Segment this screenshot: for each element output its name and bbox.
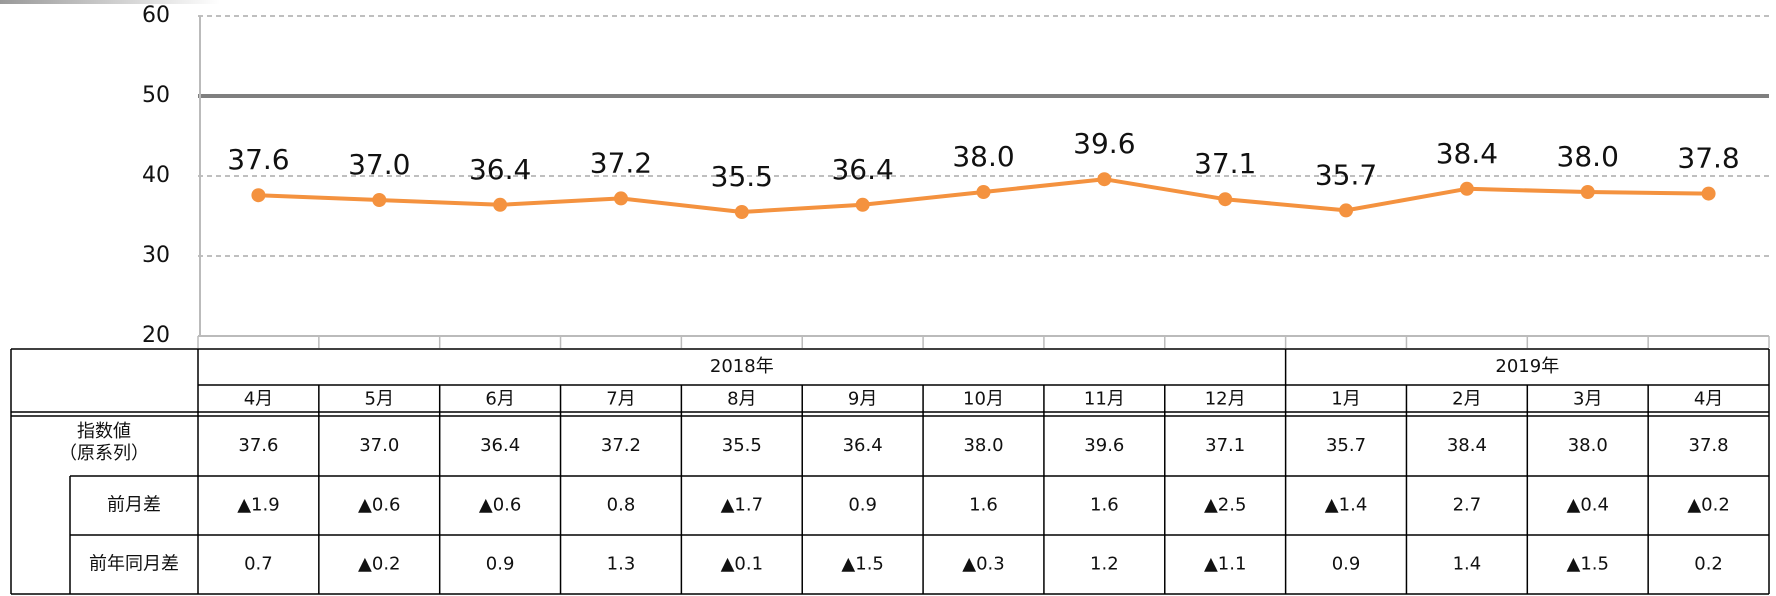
month-header: 4月 xyxy=(1694,389,1723,410)
month-header: 1月 xyxy=(1331,389,1360,410)
table-cell: ▲1.4 xyxy=(1325,495,1367,516)
point xyxy=(1701,186,1716,201)
table-cell: 37.6 xyxy=(238,435,278,456)
data-label: 39.6 xyxy=(1073,127,1135,160)
table-cell: ▲1.9 xyxy=(237,495,279,516)
point xyxy=(855,197,870,212)
data-label: 38.4 xyxy=(1436,137,1498,170)
table-cell: 38.0 xyxy=(1568,435,1608,456)
month-header: 10月 xyxy=(963,389,1004,410)
table-cell: 35.5 xyxy=(722,435,762,456)
data-label: 37.0 xyxy=(348,148,410,181)
point xyxy=(372,193,387,207)
y-tick-label: 50 xyxy=(142,83,170,108)
data-label: 37.1 xyxy=(1194,147,1256,180)
table-cell: 2.7 xyxy=(1453,495,1482,516)
table-cell: 36.4 xyxy=(843,435,883,456)
table-cell: 0.9 xyxy=(1332,554,1361,575)
data-label: 36.4 xyxy=(831,153,893,186)
data-label: 38.0 xyxy=(1557,140,1619,173)
data-label: 37.2 xyxy=(590,146,652,179)
point xyxy=(1218,192,1233,207)
table-cell: 37.8 xyxy=(1689,435,1729,456)
table-cell: ▲0.6 xyxy=(358,495,400,516)
table-cell: ▲1.5 xyxy=(841,554,883,575)
year-header: 2019年 xyxy=(1495,356,1559,377)
table-cell: ▲0.3 xyxy=(962,554,1004,575)
table-cell: ▲0.6 xyxy=(479,495,521,516)
row-label: （原系列） xyxy=(59,443,149,464)
data-label: 35.7 xyxy=(1315,158,1377,191)
month-header: 6月 xyxy=(485,389,514,410)
table-cell: 0.8 xyxy=(607,495,636,516)
data-label: 35.5 xyxy=(711,160,773,193)
point xyxy=(734,205,749,219)
table-cell: ▲2.5 xyxy=(1204,495,1246,516)
table-cell: 1.6 xyxy=(1090,495,1119,516)
row-label: 前年同月差 xyxy=(89,554,179,575)
table-cell: 37.1 xyxy=(1205,435,1245,456)
table-cell: 35.7 xyxy=(1326,435,1366,456)
row-label: 前月差 xyxy=(107,495,161,516)
y-tick-label: 40 xyxy=(142,163,170,188)
table-cell: ▲0.1 xyxy=(721,554,763,575)
table-cell: ▲0.2 xyxy=(1687,495,1729,516)
table-cell: 39.6 xyxy=(1084,435,1124,456)
table-cell: 0.2 xyxy=(1694,554,1723,575)
table-cell: 1.2 xyxy=(1090,554,1119,575)
table-cell: 38.4 xyxy=(1447,435,1487,456)
month-header: 8月 xyxy=(727,389,756,410)
month-header: 5月 xyxy=(365,389,394,410)
table-cell: ▲1.5 xyxy=(1566,554,1608,575)
table-cell: ▲1.1 xyxy=(1204,554,1246,575)
y-tick-label: 20 xyxy=(142,323,170,348)
table-cell: 38.0 xyxy=(963,435,1003,456)
point xyxy=(613,191,628,206)
table-cell: 1.3 xyxy=(607,554,636,575)
point xyxy=(251,188,266,203)
year-header: 2018年 xyxy=(710,356,774,377)
point xyxy=(1097,172,1112,187)
top-bar xyxy=(0,0,220,4)
data-label: 37.6 xyxy=(227,143,289,176)
data-label: 37.8 xyxy=(1677,142,1739,175)
point xyxy=(1459,181,1474,196)
month-header: 12月 xyxy=(1205,389,1246,410)
point xyxy=(1580,185,1595,199)
data-label: 38.0 xyxy=(952,140,1014,173)
month-header: 11月 xyxy=(1084,389,1125,410)
table-cell: 37.0 xyxy=(359,435,399,456)
row-label: 指数値 xyxy=(77,421,131,442)
month-header: 4月 xyxy=(244,389,273,410)
table-cell: 1.4 xyxy=(1453,554,1482,575)
month-header: 3月 xyxy=(1573,389,1602,410)
point xyxy=(976,185,991,199)
table-cell: 0.9 xyxy=(848,495,877,516)
y-tick-label: 60 xyxy=(142,3,170,28)
data-label: 36.4 xyxy=(469,153,531,186)
table-cell: ▲0.2 xyxy=(358,554,400,575)
y-tick-label: 30 xyxy=(142,243,170,268)
table-cell: 0.7 xyxy=(244,554,273,575)
table-cell: 37.2 xyxy=(601,435,641,456)
table-cell: ▲0.4 xyxy=(1566,495,1608,516)
table-cell: ▲1.7 xyxy=(721,495,763,516)
table-cell: 36.4 xyxy=(480,435,520,456)
month-header: 2月 xyxy=(1452,389,1481,410)
point xyxy=(1339,203,1354,218)
table-cell: 1.6 xyxy=(969,495,998,516)
month-header: 7月 xyxy=(606,389,635,410)
table-cell: 0.9 xyxy=(486,554,515,575)
month-header: 9月 xyxy=(848,389,877,410)
point xyxy=(493,197,508,212)
